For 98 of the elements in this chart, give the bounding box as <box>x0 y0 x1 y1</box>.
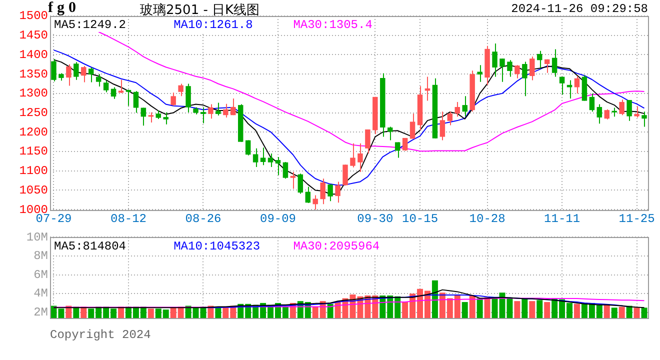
candlestick <box>634 106 640 118</box>
y-tick-label: 1300 <box>19 86 48 101</box>
candlestick <box>74 62 79 80</box>
text: MA30:2095964 <box>293 239 380 254</box>
y-tick-label: 1400 <box>19 48 48 62</box>
candlestick <box>186 83 191 113</box>
candlestick <box>200 106 206 124</box>
candlestick <box>66 64 72 86</box>
x-tick-label: 10-15 <box>402 212 438 226</box>
candlestick <box>596 104 602 124</box>
x-tick-label: 08-12 <box>110 212 146 226</box>
candlestick <box>410 113 416 140</box>
candlestick <box>126 89 132 106</box>
candlestick <box>522 61 528 97</box>
candlestick <box>178 83 184 97</box>
y-tick-label: 2M <box>34 306 48 320</box>
y-tick-label: 4M <box>34 286 48 301</box>
candlestick <box>245 140 251 156</box>
y-tick-label: 1050 <box>19 183 48 198</box>
candlestick <box>447 111 453 126</box>
candlestick <box>282 161 288 180</box>
candlestick <box>275 156 281 176</box>
candlestick <box>365 128 370 154</box>
x-tick-label: 09-30 <box>357 212 394 226</box>
candlestick <box>350 142 356 168</box>
candlestick <box>133 90 139 114</box>
y-tick-label: 1450 <box>19 28 48 43</box>
candlestick <box>118 79 124 94</box>
x-tick-label: 10-28 <box>469 212 506 226</box>
candlestick <box>260 147 266 166</box>
y-tick-label: 1200 <box>19 125 48 140</box>
candlestick <box>500 58 505 82</box>
candlestick <box>110 86 116 100</box>
candlestick <box>305 186 311 204</box>
y-tick-label: 1100 <box>19 164 48 178</box>
candlestick <box>148 112 154 123</box>
text: MA5:814804 <box>54 239 126 254</box>
candlestick <box>552 48 558 78</box>
candlestick <box>103 80 109 93</box>
candlestick <box>477 64 482 82</box>
candlestick <box>574 76 580 94</box>
candlestick <box>536 50 542 69</box>
candlestick <box>163 112 168 125</box>
candlestick <box>544 58 550 74</box>
x-tick-label: 09-09 <box>260 212 296 226</box>
candlestick <box>230 98 236 116</box>
candlestick <box>604 108 610 120</box>
candlestick <box>208 104 214 120</box>
candlestick <box>216 102 221 116</box>
y-tick-label: 1500 <box>19 9 48 24</box>
candlestick <box>342 164 348 186</box>
chart-title: 玻璃2501 - 日K线图 <box>140 2 260 19</box>
y-tick-label: 8M <box>34 249 48 264</box>
text: MA5:1249.2 <box>54 18 126 32</box>
candlestick <box>223 103 228 118</box>
candlestick <box>252 148 258 168</box>
y-tick-label: 10M <box>26 230 48 244</box>
candlestick <box>298 173 304 194</box>
candlestick <box>358 142 363 173</box>
candlestick <box>440 111 446 141</box>
candlestick <box>335 181 340 204</box>
y-tick-label: 6M <box>34 268 48 282</box>
candlestick <box>530 56 535 81</box>
candlestick <box>642 111 647 128</box>
candlestick <box>290 172 296 190</box>
candlestick <box>492 42 498 78</box>
x-tick-label: 08-26 <box>185 212 222 226</box>
text: fg0 <box>48 0 80 17</box>
candlestick <box>626 100 632 122</box>
y-tick-label: 1350 <box>19 67 48 82</box>
candlestick <box>454 101 460 118</box>
candlestick <box>514 64 520 79</box>
text: MA10:1045323 <box>174 239 260 254</box>
candlestick <box>328 184 333 202</box>
candlestick <box>51 58 56 82</box>
x-tick-label: 11-25 <box>618 212 655 226</box>
candlestick <box>81 65 86 83</box>
y-tick-label: 1250 <box>19 106 48 120</box>
candlestick <box>507 60 512 78</box>
candlestick <box>312 194 318 210</box>
candlestick <box>387 126 393 141</box>
text: MA30:1305.4 <box>293 18 372 32</box>
text: MA10:1261.8 <box>174 18 253 32</box>
candlestick <box>96 74 102 87</box>
candlestick <box>320 178 326 205</box>
x-tick-label: 11-11 <box>544 212 580 226</box>
candlestick <box>140 107 146 126</box>
candlestick <box>589 92 595 112</box>
y-tick-label: 1150 <box>19 144 48 159</box>
text: 2024-11-26 09:29:58 <box>511 2 648 16</box>
candlestick <box>619 99 624 116</box>
candlestick <box>394 142 400 158</box>
candlestick <box>462 96 468 118</box>
candlestick <box>88 67 94 83</box>
candlestick <box>268 152 274 168</box>
candlestick <box>559 76 565 96</box>
text: Copyright 2024 <box>50 328 151 342</box>
candlestick <box>170 92 176 106</box>
